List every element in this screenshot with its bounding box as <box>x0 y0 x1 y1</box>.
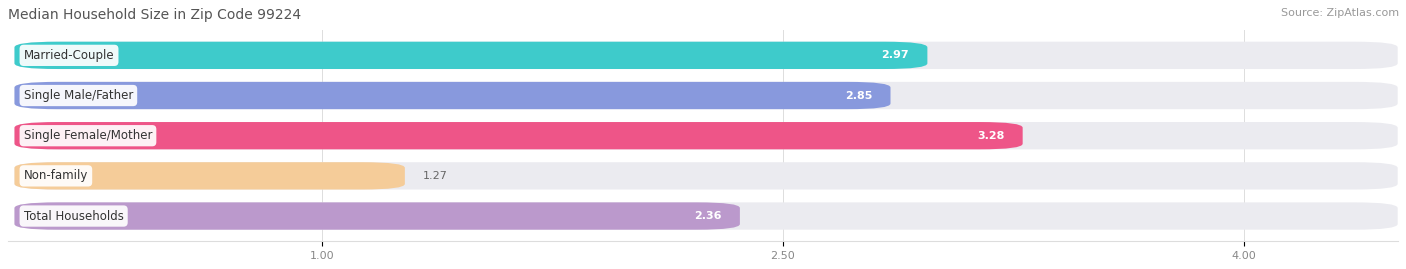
Text: Source: ZipAtlas.com: Source: ZipAtlas.com <box>1281 8 1399 18</box>
Text: 2.36: 2.36 <box>695 211 721 221</box>
FancyBboxPatch shape <box>14 162 405 190</box>
FancyBboxPatch shape <box>14 42 928 69</box>
Text: Non-family: Non-family <box>24 169 89 182</box>
Text: 2.97: 2.97 <box>882 50 908 60</box>
FancyBboxPatch shape <box>14 162 1398 190</box>
Text: Single Female/Mother: Single Female/Mother <box>24 129 152 142</box>
FancyBboxPatch shape <box>14 122 1398 149</box>
FancyBboxPatch shape <box>14 202 1398 230</box>
Text: 1.27: 1.27 <box>423 171 449 181</box>
Text: Median Household Size in Zip Code 99224: Median Household Size in Zip Code 99224 <box>8 8 301 22</box>
FancyBboxPatch shape <box>14 82 1398 109</box>
FancyBboxPatch shape <box>14 42 1398 69</box>
Text: 3.28: 3.28 <box>977 131 1004 141</box>
Text: Single Male/Father: Single Male/Father <box>24 89 134 102</box>
Text: 2.85: 2.85 <box>845 91 872 101</box>
Text: Total Households: Total Households <box>24 210 124 222</box>
FancyBboxPatch shape <box>14 82 890 109</box>
Text: Married-Couple: Married-Couple <box>24 49 114 62</box>
FancyBboxPatch shape <box>14 122 1022 149</box>
FancyBboxPatch shape <box>14 202 740 230</box>
